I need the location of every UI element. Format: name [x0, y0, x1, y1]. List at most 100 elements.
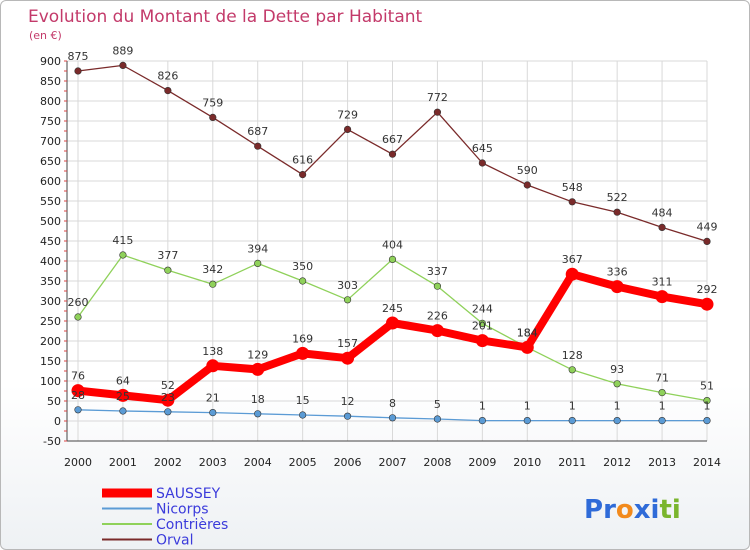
x-tick-label: 2005 — [289, 456, 317, 469]
data-point — [478, 417, 486, 425]
x-tick-label: 2007 — [379, 456, 407, 469]
data-label: 12 — [341, 395, 355, 408]
data-point — [254, 259, 262, 268]
data-point — [478, 319, 486, 328]
data-label: 1 — [479, 400, 486, 413]
x-tick-label: 2011 — [558, 456, 586, 469]
data-label: 337 — [427, 265, 448, 278]
legend-label: Orval — [156, 533, 194, 549]
data-label: 1 — [659, 400, 666, 413]
data-point — [433, 415, 442, 423]
data-label: 826 — [157, 70, 178, 83]
data-label: 157 — [337, 337, 358, 350]
grid — [67, 60, 708, 442]
data-point — [254, 142, 262, 150]
data-point — [433, 108, 442, 116]
logo-letter: x — [634, 495, 651, 525]
data-point — [116, 388, 130, 402]
data-point — [658, 223, 666, 231]
x-tick-label: 2012 — [603, 456, 631, 469]
data-point — [343, 296, 352, 304]
data-label: 1 — [614, 400, 621, 413]
data-label: 759 — [202, 96, 223, 109]
data-point — [74, 406, 82, 414]
data-label: 244 — [472, 302, 493, 315]
data-label: 404 — [382, 238, 403, 251]
data-label: 616 — [292, 154, 313, 167]
data-point — [251, 362, 265, 376]
data-point — [119, 251, 127, 259]
data-label: 5 — [434, 398, 441, 411]
data-point — [655, 290, 669, 304]
x-tick-label: 2006 — [334, 456, 362, 469]
data-point — [523, 417, 531, 425]
x-tick-label: 2002 — [154, 456, 182, 469]
data-point — [299, 277, 307, 285]
proxiti-logo: Proxiti — [584, 495, 681, 525]
data-label: 21 — [206, 392, 220, 405]
data-point — [119, 407, 127, 415]
x-tick-label: 2009 — [468, 456, 496, 469]
data-label: 336 — [607, 266, 628, 279]
data-point — [341, 351, 355, 365]
data-label: 8 — [389, 397, 396, 410]
data-label: 76 — [71, 370, 85, 383]
data-point — [206, 359, 220, 373]
data-point — [209, 280, 217, 288]
logo-letter: P — [584, 495, 603, 525]
data-label: 169 — [292, 332, 313, 345]
data-label: 292 — [697, 283, 718, 296]
y-tick-label: 400 — [40, 255, 61, 268]
data-point — [478, 159, 486, 167]
y-tick-label: 0 — [54, 415, 61, 428]
data-labels: 875 8898267596876167296677726455905485224… — [68, 44, 718, 412]
data-point — [703, 237, 711, 245]
data-label: 201 — [472, 320, 493, 333]
series-saussey — [71, 267, 714, 407]
data-label: 71 — [655, 372, 669, 385]
data-point — [343, 412, 352, 420]
data-point — [613, 417, 621, 425]
data-point — [568, 198, 576, 206]
legend-label: Contrières — [156, 517, 228, 533]
data-label: 350 — [292, 260, 313, 273]
data-point — [475, 334, 489, 348]
y-tick-label: 250 — [40, 315, 61, 328]
data-point — [430, 324, 444, 338]
data-point — [74, 313, 82, 321]
data-label: 590 — [517, 164, 538, 177]
data-point — [71, 384, 85, 398]
y-tick-label: 550 — [40, 195, 61, 208]
data-point — [433, 282, 442, 290]
data-point — [74, 67, 82, 75]
legend-item: Contrières — [102, 517, 228, 533]
data-label: 311 — [652, 276, 673, 289]
legend-label: Nicorps — [156, 502, 209, 518]
data-label: 184 — [517, 326, 538, 339]
data-label: 64 — [116, 374, 130, 387]
data-label: 23 — [161, 391, 175, 404]
data-label: 245 — [382, 302, 403, 315]
x-tick-label: 2004 — [244, 456, 272, 469]
data-point — [610, 280, 624, 294]
data-label: 52 — [161, 379, 175, 392]
data-point — [209, 113, 217, 121]
logo-letter: i — [672, 495, 681, 525]
series-contrières — [74, 251, 711, 405]
data-point — [613, 208, 621, 216]
data-point — [388, 414, 397, 422]
data-label: 548 — [562, 181, 583, 194]
data-label: 522 — [607, 191, 628, 204]
chart-title: Evolution du Montant de la Dette par Hab… — [28, 7, 423, 27]
x-tick-label: 2008 — [423, 456, 451, 469]
data-label: 28 — [71, 389, 85, 402]
data-point — [209, 409, 217, 417]
legend-label: SAUSSEY — [156, 486, 221, 502]
y-tick-label: 350 — [40, 275, 61, 288]
y-tick-label: 500 — [40, 215, 61, 228]
data-label: 128 — [562, 349, 583, 362]
data-point — [164, 266, 172, 274]
data-point — [119, 61, 127, 70]
